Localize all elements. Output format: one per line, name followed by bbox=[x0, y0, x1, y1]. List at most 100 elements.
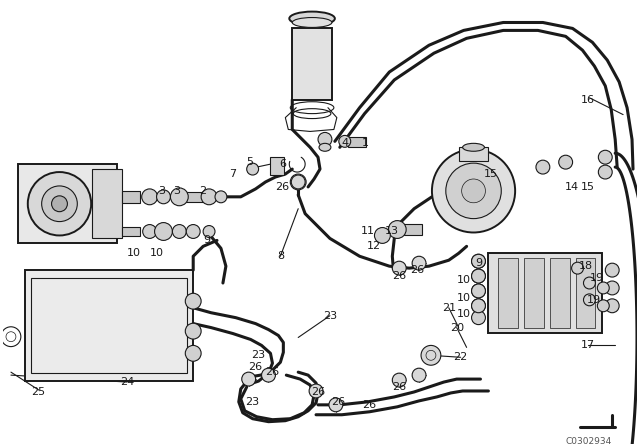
Circle shape bbox=[597, 282, 609, 294]
Text: 5: 5 bbox=[246, 157, 253, 167]
Circle shape bbox=[559, 155, 573, 169]
Text: 20: 20 bbox=[450, 323, 464, 332]
Text: 7: 7 bbox=[229, 169, 236, 179]
Circle shape bbox=[597, 300, 609, 312]
Text: 23: 23 bbox=[246, 397, 260, 407]
Circle shape bbox=[472, 254, 485, 268]
Circle shape bbox=[388, 220, 406, 238]
Text: 3: 3 bbox=[158, 186, 165, 196]
Text: 18: 18 bbox=[579, 261, 593, 271]
Text: 26: 26 bbox=[248, 362, 262, 372]
Circle shape bbox=[392, 261, 406, 275]
Ellipse shape bbox=[292, 17, 332, 27]
Circle shape bbox=[52, 196, 67, 212]
Text: 10: 10 bbox=[456, 275, 470, 285]
Bar bbox=[292, 28, 332, 100]
Text: 12: 12 bbox=[367, 241, 381, 251]
Circle shape bbox=[584, 277, 595, 289]
Circle shape bbox=[412, 368, 426, 382]
Circle shape bbox=[584, 294, 595, 306]
Text: 11: 11 bbox=[360, 225, 374, 236]
Text: 2: 2 bbox=[200, 186, 207, 196]
Bar bbox=[18, 164, 117, 243]
Text: 19: 19 bbox=[586, 295, 600, 305]
Circle shape bbox=[446, 163, 501, 219]
Text: 24: 24 bbox=[120, 377, 134, 387]
Circle shape bbox=[186, 293, 201, 309]
Circle shape bbox=[291, 174, 306, 190]
Text: 25: 25 bbox=[31, 387, 45, 397]
Circle shape bbox=[186, 323, 201, 339]
Circle shape bbox=[262, 368, 275, 382]
Bar bbox=[459, 147, 488, 161]
Circle shape bbox=[472, 299, 485, 313]
Circle shape bbox=[472, 299, 485, 313]
Text: 9: 9 bbox=[475, 258, 482, 268]
Circle shape bbox=[472, 311, 485, 325]
Circle shape bbox=[472, 284, 485, 298]
Circle shape bbox=[143, 224, 157, 238]
Text: 10: 10 bbox=[150, 248, 164, 258]
Text: 26: 26 bbox=[275, 182, 289, 192]
Circle shape bbox=[242, 372, 255, 386]
Text: 10: 10 bbox=[456, 309, 470, 319]
Circle shape bbox=[203, 225, 215, 237]
Bar bbox=[550, 258, 570, 327]
Text: 17: 17 bbox=[580, 340, 595, 350]
Text: 9: 9 bbox=[204, 235, 211, 246]
Bar bbox=[488, 253, 602, 332]
Circle shape bbox=[215, 191, 227, 203]
Circle shape bbox=[141, 189, 157, 205]
Circle shape bbox=[472, 269, 485, 283]
Text: C0302934: C0302934 bbox=[566, 436, 612, 446]
Bar bbox=[25, 270, 193, 381]
Circle shape bbox=[605, 299, 619, 313]
Circle shape bbox=[155, 223, 172, 241]
Text: 21: 21 bbox=[442, 303, 456, 313]
Bar bbox=[575, 258, 595, 327]
Bar bbox=[31, 278, 188, 373]
Circle shape bbox=[157, 190, 170, 204]
Text: 15: 15 bbox=[580, 182, 595, 192]
Circle shape bbox=[374, 228, 390, 243]
Text: 16: 16 bbox=[580, 95, 595, 105]
Bar bbox=[499, 258, 518, 327]
Ellipse shape bbox=[463, 143, 484, 151]
Circle shape bbox=[329, 398, 343, 412]
Text: 23: 23 bbox=[252, 350, 266, 360]
Text: 26: 26 bbox=[410, 265, 424, 275]
Circle shape bbox=[246, 163, 259, 175]
Circle shape bbox=[421, 345, 441, 365]
Text: 26: 26 bbox=[392, 271, 406, 281]
Circle shape bbox=[536, 160, 550, 174]
Circle shape bbox=[42, 186, 77, 222]
Circle shape bbox=[461, 179, 485, 203]
Circle shape bbox=[291, 175, 305, 189]
Circle shape bbox=[28, 172, 91, 236]
Bar bbox=[186, 192, 208, 202]
Bar bbox=[524, 258, 544, 327]
Circle shape bbox=[598, 165, 612, 179]
Circle shape bbox=[201, 189, 217, 205]
Text: 22: 22 bbox=[454, 352, 468, 362]
Circle shape bbox=[172, 224, 186, 238]
Circle shape bbox=[186, 345, 201, 361]
Ellipse shape bbox=[319, 143, 331, 151]
Text: 8: 8 bbox=[277, 251, 284, 261]
Text: 10: 10 bbox=[456, 293, 470, 303]
Circle shape bbox=[339, 135, 351, 147]
Text: 13: 13 bbox=[385, 225, 399, 236]
Text: 19: 19 bbox=[590, 273, 604, 283]
Circle shape bbox=[598, 150, 612, 164]
Circle shape bbox=[412, 256, 426, 270]
Text: 26: 26 bbox=[266, 367, 280, 377]
Bar bbox=[122, 227, 140, 237]
Text: 26: 26 bbox=[362, 400, 376, 410]
Bar bbox=[122, 191, 140, 203]
Circle shape bbox=[472, 254, 485, 268]
Circle shape bbox=[605, 263, 619, 277]
Circle shape bbox=[170, 188, 188, 206]
Text: 26: 26 bbox=[311, 387, 325, 397]
Circle shape bbox=[472, 269, 485, 283]
Ellipse shape bbox=[289, 12, 335, 26]
